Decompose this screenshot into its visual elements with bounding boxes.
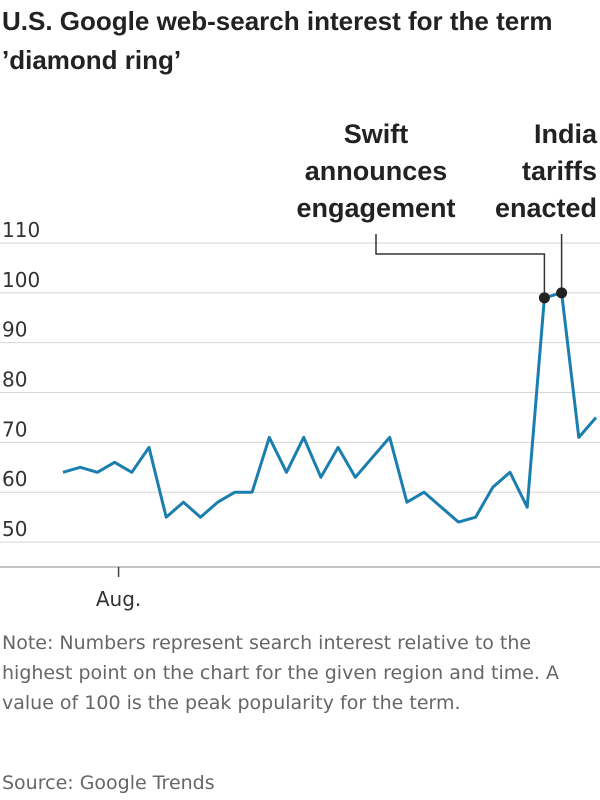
annotation-marker xyxy=(538,292,550,304)
y-tick-label: 90 xyxy=(2,318,27,342)
annotation-line: engagement xyxy=(296,193,455,223)
annotation-label: India tariffs enacted xyxy=(495,119,598,223)
chart-title: U.S. Google web-search interest for the … xyxy=(2,6,553,75)
y-tick-label: 80 xyxy=(2,368,27,392)
annotation-markers xyxy=(538,287,568,304)
annotation-line: enacted xyxy=(495,193,597,223)
y-tick-label: 110 xyxy=(2,218,40,242)
annotation-line: announces xyxy=(305,156,448,186)
annotation-line: tariffs xyxy=(522,156,597,186)
y-tick-label: 50 xyxy=(2,517,27,541)
x-tick-label: Aug. xyxy=(96,587,141,611)
annotation-leader xyxy=(375,234,546,298)
annotation-leaders xyxy=(375,234,563,298)
line-chart: 110 100 90 80 70 60 50 Aug. Swift announces enga… xyxy=(0,119,600,611)
annotation-label: Swift announces engagement xyxy=(296,119,455,223)
gridlines xyxy=(0,242,600,543)
y-tick-label: 100 xyxy=(2,268,40,292)
series-line xyxy=(62,291,598,524)
x-axis: Aug. xyxy=(0,566,600,611)
annotation-line: India xyxy=(534,119,598,149)
annotation-line: Swift xyxy=(344,119,409,149)
annotations: Swift announces engagement India tariffs enac… xyxy=(296,119,597,223)
annotation-marker xyxy=(556,287,568,299)
y-tick-label: 60 xyxy=(2,467,27,491)
y-tick-label: 70 xyxy=(2,417,27,441)
series-group xyxy=(62,291,598,524)
y-axis-ticks: 110 100 90 80 70 60 50 xyxy=(2,218,40,541)
chart-note: Note: Numbers represent search interest … xyxy=(2,632,560,714)
chart-source: Source: Google Trends xyxy=(2,772,215,794)
